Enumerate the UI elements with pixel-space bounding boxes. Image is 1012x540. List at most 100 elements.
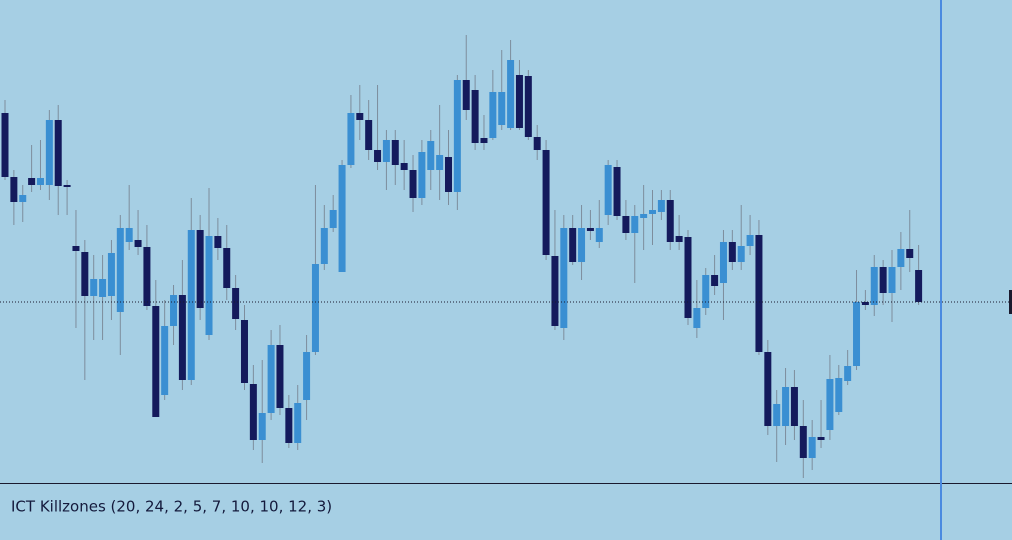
candle-body	[719, 242, 727, 283]
candle-body	[533, 137, 541, 150]
candle-body	[560, 228, 568, 328]
candle-body	[99, 279, 107, 297]
candle-body	[320, 228, 328, 264]
candle-body	[1, 113, 9, 177]
candle-body	[480, 138, 488, 143]
candle-body	[728, 242, 736, 262]
candle-body	[817, 437, 825, 440]
candle-body	[427, 141, 435, 170]
candle-body	[870, 267, 878, 305]
candle-body	[826, 379, 834, 430]
candle-body	[338, 165, 346, 272]
candle-body	[657, 200, 665, 212]
candle-body	[161, 326, 169, 395]
candle-body	[445, 157, 452, 192]
candle-body	[569, 228, 577, 262]
candle-body	[755, 235, 763, 352]
candle-body	[773, 404, 781, 426]
candle-body	[72, 246, 80, 251]
candle-body	[764, 352, 772, 426]
candle-body	[498, 92, 506, 125]
candle-body	[790, 387, 798, 426]
candle-body	[223, 248, 231, 288]
candle-body	[436, 155, 444, 170]
candle-body	[737, 246, 745, 262]
candle-body	[382, 140, 390, 162]
candle-body	[196, 230, 204, 308]
candle-body	[844, 366, 852, 381]
candle-body	[125, 228, 133, 242]
candle-body	[693, 308, 701, 328]
indicator-label: ICT Killzones (20, 24, 2, 5, 7, 10, 10, …	[11, 498, 332, 516]
candle-body	[418, 152, 426, 198]
candle-body	[409, 170, 417, 198]
candle-body	[524, 76, 532, 137]
candle-body	[365, 120, 373, 150]
candle-body	[45, 120, 53, 185]
candle-body	[178, 295, 186, 380]
price-marker	[1009, 290, 1012, 314]
candle-body	[453, 80, 461, 192]
candle-body	[391, 140, 399, 165]
candle-body	[267, 345, 275, 413]
candle-body	[640, 214, 648, 218]
candle-body	[711, 275, 719, 286]
candle-body	[675, 236, 683, 242]
candle-body	[170, 295, 178, 326]
candle-body	[684, 237, 692, 318]
candle-body	[285, 408, 293, 443]
candle-body	[489, 92, 497, 138]
candle-body	[232, 288, 240, 319]
candle-body	[303, 352, 311, 400]
candle-body	[888, 267, 896, 293]
candle-body	[134, 240, 142, 247]
candle-body	[551, 256, 559, 326]
candle-body	[835, 378, 843, 412]
candle-body	[471, 90, 479, 143]
candle-body	[258, 413, 266, 440]
candle-body	[542, 150, 550, 255]
candle-body	[515, 75, 523, 128]
candle-body	[915, 270, 923, 302]
candle-body	[586, 228, 594, 231]
candle-body	[347, 113, 355, 165]
candle-body	[702, 275, 710, 308]
candle-body	[400, 163, 408, 170]
candle-body	[462, 80, 470, 110]
candle-body	[54, 120, 62, 186]
candle-body	[116, 228, 124, 312]
candle-body	[374, 150, 382, 162]
candle-body	[214, 236, 222, 248]
candle-body	[799, 426, 807, 458]
candle-body	[879, 267, 887, 293]
candle-body	[143, 247, 151, 306]
candle-body	[311, 264, 319, 352]
candle-body	[631, 216, 639, 233]
candle-body	[808, 437, 816, 458]
candle-body	[28, 178, 36, 185]
candle-body	[746, 235, 754, 246]
candle-body	[90, 279, 98, 296]
candle-body	[578, 228, 586, 262]
candle-body	[649, 210, 657, 214]
candle-body	[329, 210, 337, 228]
candle-body	[107, 253, 115, 296]
candle-body	[294, 403, 302, 443]
candle-body	[356, 113, 364, 120]
candle-body	[240, 320, 248, 383]
candle-body	[507, 60, 515, 128]
candle-body	[622, 216, 630, 233]
candle-body	[249, 384, 257, 440]
candle-body	[19, 195, 27, 202]
candle-body	[595, 228, 603, 242]
candle-body	[897, 249, 905, 267]
candle-body	[36, 178, 44, 185]
candle-body	[205, 236, 213, 335]
candle-body	[187, 230, 195, 380]
candle-body	[10, 177, 18, 202]
candle-body	[152, 306, 160, 417]
candle-body	[853, 302, 861, 366]
candle-body	[604, 165, 612, 215]
candle-body	[63, 185, 71, 187]
